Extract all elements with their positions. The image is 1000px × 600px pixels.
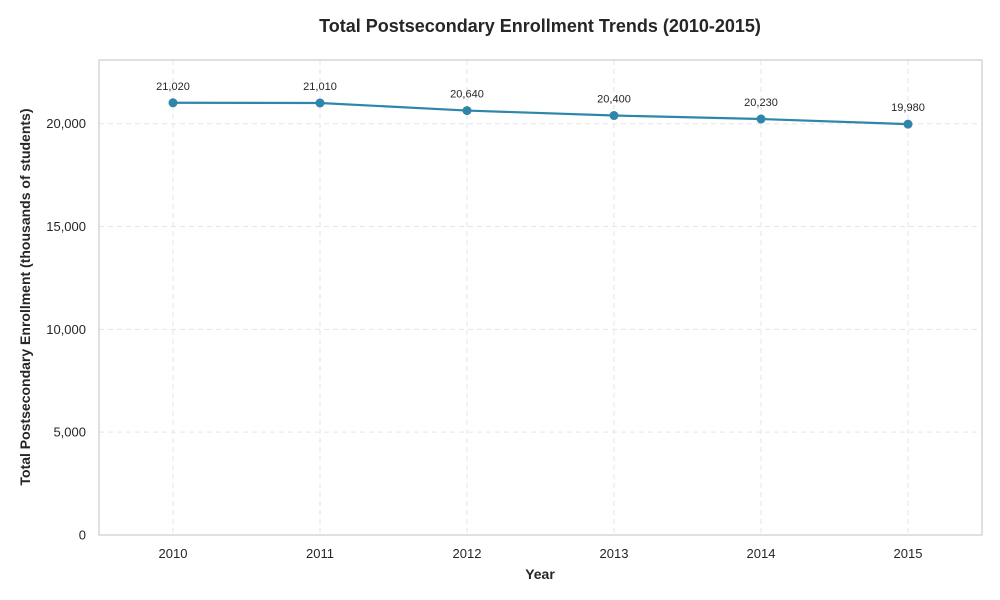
x-tick-label: 2013 bbox=[600, 546, 629, 561]
data-point bbox=[903, 119, 913, 129]
grid bbox=[99, 60, 982, 535]
x-tick-label: 2014 bbox=[747, 546, 776, 561]
x-axis-label: Year bbox=[525, 566, 555, 582]
data-labels: 21,020 21,010 20,640 20,400 20,230 19,980 bbox=[156, 81, 925, 114]
y-axis-ticks: 0 5,000 10,000 15,000 20,000 bbox=[46, 116, 86, 542]
data-point bbox=[462, 106, 472, 116]
plot-frame bbox=[98, 59, 983, 536]
x-tick-label: 2015 bbox=[894, 546, 923, 561]
x-tick-label: 2011 bbox=[306, 546, 334, 561]
y-tick-label: 15,000 bbox=[46, 219, 86, 234]
data-label: 20,400 bbox=[597, 94, 631, 106]
y-axis-label: Total Postsecondary Enrollment (thousand… bbox=[17, 109, 33, 486]
data-label: 20,640 bbox=[450, 89, 484, 101]
data-point bbox=[168, 98, 178, 108]
data-label: 21,010 bbox=[303, 81, 337, 93]
data-label: 21,020 bbox=[156, 81, 190, 93]
series-line bbox=[172, 101, 909, 126]
series-layer bbox=[168, 98, 913, 129]
y-tick-label: 10,000 bbox=[46, 322, 86, 337]
data-point bbox=[756, 114, 766, 124]
data-point bbox=[315, 98, 325, 108]
data-point bbox=[609, 111, 619, 121]
data-label: 20,230 bbox=[744, 97, 778, 109]
x-tick-label: 2012 bbox=[453, 546, 482, 561]
x-tick-label: 2010 bbox=[159, 546, 188, 561]
y-tick-label: 5,000 bbox=[53, 425, 86, 440]
x-axis-ticks: 2010 2011 2012 2013 2014 2015 bbox=[159, 546, 923, 561]
chart-title: Total Postsecondary Enrollment Trends (2… bbox=[319, 16, 761, 36]
data-label: 19,980 bbox=[891, 102, 925, 114]
y-tick-label: 0 bbox=[79, 528, 86, 543]
y-tick-label: 20,000 bbox=[46, 116, 86, 131]
